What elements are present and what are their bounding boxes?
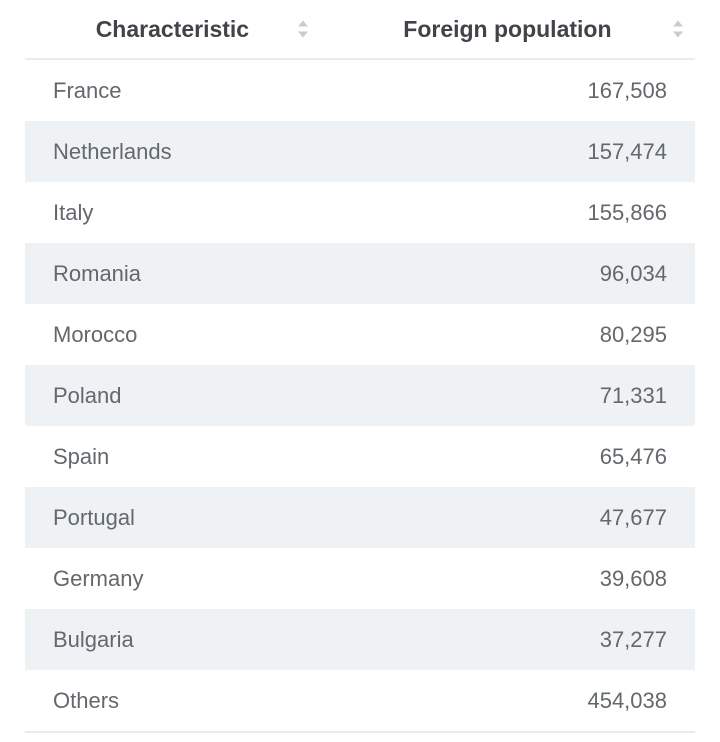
column-header-foreign-population[interactable]: Foreign population	[320, 16, 695, 43]
row-value: 47,677	[599, 504, 667, 530]
table-row: Morocco 80,295	[25, 304, 695, 365]
table-body: France 167,508 Netherlands 157,474 Italy…	[25, 60, 695, 731]
sort-updown-icon[interactable]	[296, 18, 310, 40]
table-row: Italy 155,866	[25, 182, 695, 243]
sort-updown-icon[interactable]	[671, 18, 685, 40]
row-characteristic: Portugal	[53, 504, 135, 530]
table-row: Netherlands 157,474	[25, 121, 695, 182]
row-characteristic: Morocco	[53, 321, 138, 347]
table-row: Portugal 47,677	[25, 487, 695, 548]
table-row: Germany 39,608	[25, 548, 695, 609]
row-characteristic: Poland	[53, 382, 122, 408]
column-header-foreign-population-label: Foreign population	[403, 15, 612, 42]
row-characteristic: Romania	[53, 260, 142, 286]
row-value: 454,038	[587, 687, 667, 713]
row-characteristic: Italy	[53, 199, 94, 225]
table-row: Spain 65,476	[25, 426, 695, 487]
row-value: 157,474	[587, 138, 667, 164]
row-characteristic: Netherlands	[53, 138, 172, 164]
table-row: Poland 71,331	[25, 365, 695, 426]
table-bottom-border	[25, 731, 695, 733]
column-header-characteristic[interactable]: Characteristic	[25, 16, 320, 43]
row-characteristic: Spain	[53, 443, 110, 469]
row-value: 80,295	[599, 321, 667, 347]
row-value: 65,476	[599, 443, 667, 469]
row-value: 39,608	[599, 565, 667, 591]
table-row: Romania 96,034	[25, 243, 695, 304]
table-header-row: Characteristic Foreign population	[25, 0, 695, 60]
row-characteristic: Germany	[53, 565, 144, 591]
row-characteristic: France	[53, 77, 122, 103]
row-value: 37,277	[599, 626, 667, 652]
row-value: 96,034	[599, 260, 667, 286]
row-value: 71,331	[599, 382, 667, 408]
table-row: Bulgaria 37,277	[25, 609, 695, 670]
column-header-characteristic-label: Characteristic	[95, 15, 250, 42]
row-value: 167,508	[587, 77, 667, 103]
table-row: Others 454,038	[25, 670, 695, 731]
row-characteristic: Bulgaria	[53, 626, 134, 652]
row-characteristic: Others	[53, 687, 120, 713]
table-row: France 167,508	[25, 60, 695, 121]
row-value: 155,866	[587, 199, 667, 225]
